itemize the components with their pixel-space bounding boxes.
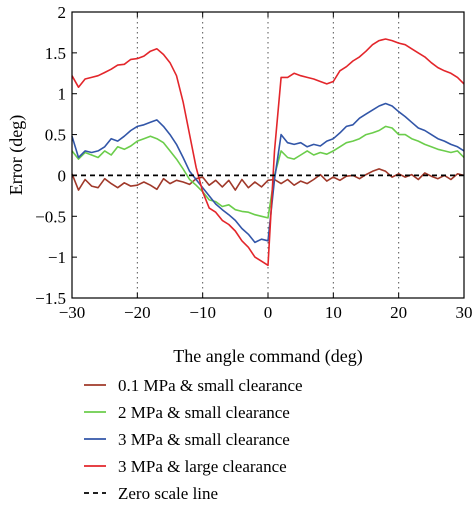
x-tick-label: −20 [124, 303, 151, 322]
y-tick-label: 1 [58, 85, 67, 104]
x-tick-label: 10 [325, 303, 342, 322]
legend-label: 2 MPa & small clearance [118, 403, 290, 422]
y-tick-label: 0 [58, 166, 67, 185]
legend-label: Zero scale line [118, 484, 218, 503]
y-axis-label: Error (deg) [6, 115, 27, 195]
series-line-0-1-mpa-small-clearance [71, 168, 465, 191]
series-line-3-mpa-small-clearance [71, 102, 465, 244]
x-axis-label: The angle command (deg) [173, 346, 362, 367]
axis-ticks: −30 −20 −10 0 10 20 30 −1.5 −1 −0.5 0 0.5 1 1.5 2 [35, 3, 472, 322]
series-line-2-mpa-small-clearance [71, 125, 465, 219]
x-tick-label: 30 [456, 303, 473, 322]
series-line-3-mpa-large-clearance [71, 38, 465, 267]
y-tick-label: −0.5 [35, 207, 66, 226]
legend-label: 0.1 MPa & small clearance [118, 376, 303, 395]
y-tick-label: −1 [48, 248, 66, 267]
y-tick-label: 0.5 [45, 126, 66, 145]
legend-label: 3 MPa & small clearance [118, 430, 290, 449]
legend-label: 3 MPa & large clearance [118, 457, 287, 476]
legend: 0.1 MPa & small clearance 2 MPa & small c… [84, 376, 303, 503]
plot-series [71, 38, 465, 267]
y-tick-label: 1.5 [45, 44, 66, 63]
y-tick-label: 2 [58, 3, 67, 22]
x-tick-label: −30 [59, 303, 86, 322]
x-tick-label: 0 [264, 303, 273, 322]
x-tick-label: 20 [390, 303, 407, 322]
x-tick-label: −10 [189, 303, 216, 322]
y-tick-label: −1.5 [35, 289, 66, 308]
